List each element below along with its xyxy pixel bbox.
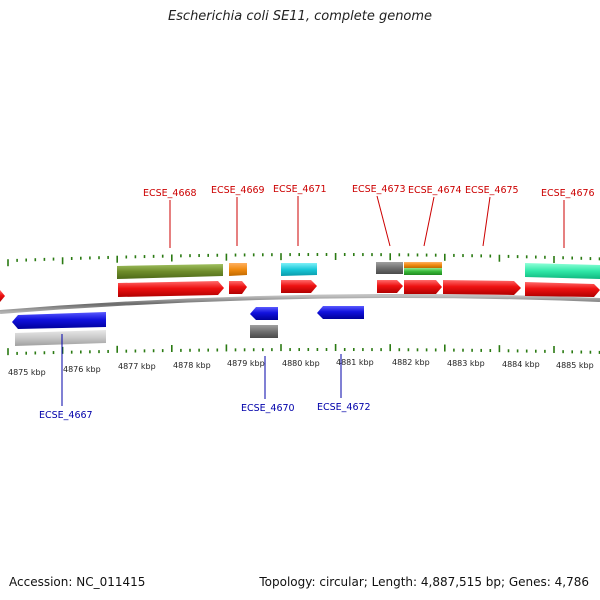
- reverse-cds-arrow[interactable]: [250, 307, 278, 320]
- gene-label[interactable]: ECSE_4672: [317, 402, 371, 413]
- scale-labels: 4875 kbp 4876 kbp 4877 kbp 4878 kbp 4879 kbp…: [8, 358, 594, 377]
- gene-label[interactable]: ECSE_4675: [465, 185, 519, 196]
- label-leader-line: [423, 196, 435, 247]
- cog-bar-gray[interactable]: [376, 262, 403, 274]
- gene-label[interactable]: ECSE_4667: [39, 410, 93, 421]
- gene-label[interactable]: ECSE_4673: [352, 184, 406, 195]
- upper-scale-ticks: [7, 253, 600, 267]
- forward-gene-labels: ECSE_4668 ECSE_4669 ECSE_4671 ECSE_4673 ECSE…: [143, 184, 595, 248]
- reverse-cds-track: [12, 306, 364, 329]
- cog-bar-olive[interactable]: [117, 264, 223, 279]
- scale-label: 4882 kbp: [392, 358, 430, 367]
- genome-summary-text: Topology: circular; Length: 4,887,515 bp…: [259, 575, 589, 589]
- cog-track-reverse: [15, 325, 278, 346]
- forward-cds-arrow[interactable]: [525, 282, 600, 297]
- forward-cds-arrow[interactable]: [0, 290, 5, 302]
- forward-cds-track: [0, 280, 600, 302]
- scale-label: 4878 kbp: [173, 361, 211, 370]
- scale-label: 4876 kbp: [63, 365, 101, 374]
- scale-label: 4877 kbp: [118, 362, 156, 371]
- scale-label: 4881 kbp: [336, 358, 374, 367]
- scale-label: 4875 kbp: [8, 368, 46, 377]
- forward-cds-arrow[interactable]: [443, 280, 521, 295]
- scale-label: 4883 kbp: [447, 359, 485, 368]
- gene-label[interactable]: ECSE_4671: [273, 184, 327, 195]
- genome-backbone: [0, 294, 600, 314]
- forward-cds-arrow[interactable]: [377, 280, 403, 293]
- forward-cds-arrow[interactable]: [404, 280, 442, 294]
- scale-label: 4880 kbp: [282, 359, 320, 368]
- cog-bar-orange[interactable]: [229, 263, 247, 276]
- cog-bar-mint[interactable]: [525, 263, 600, 279]
- reverse-gene-labels: ECSE_4667 ECSE_4670 ECSE_4672: [39, 334, 371, 421]
- cog-bar-cyan[interactable]: [281, 263, 317, 276]
- reverse-cds-arrow[interactable]: [12, 312, 106, 329]
- gene-label[interactable]: ECSE_4676: [541, 188, 595, 199]
- reverse-cds-arrow[interactable]: [317, 306, 364, 319]
- lower-scale-ticks: [7, 344, 600, 356]
- gene-label[interactable]: ECSE_4674: [408, 185, 462, 196]
- gene-label[interactable]: ECSE_4669: [211, 185, 265, 196]
- scale-label: 4879 kbp: [227, 359, 265, 368]
- forward-cds-arrow[interactable]: [229, 281, 247, 294]
- cog-bar-green[interactable]: [404, 268, 442, 275]
- cog-bar-gray-2[interactable]: [250, 325, 278, 338]
- gene-label[interactable]: ECSE_4670: [241, 403, 295, 414]
- label-leader-line: [376, 195, 391, 247]
- cog-bar-light[interactable]: [15, 330, 106, 346]
- scale-label: 4884 kbp: [502, 360, 540, 369]
- scale-label: 4885 kbp: [556, 361, 594, 370]
- cog-bar-orange-2[interactable]: [404, 262, 442, 268]
- forward-cds-arrow[interactable]: [118, 281, 224, 297]
- accession-text: Accession: NC_011415: [9, 575, 146, 589]
- label-leader-line: [482, 196, 491, 247]
- cog-track: [117, 262, 600, 279]
- gene-label[interactable]: ECSE_4668: [143, 188, 197, 199]
- map-title: Escherichia coli SE11, complete genome: [167, 9, 433, 24]
- forward-cds-arrow[interactable]: [281, 280, 317, 293]
